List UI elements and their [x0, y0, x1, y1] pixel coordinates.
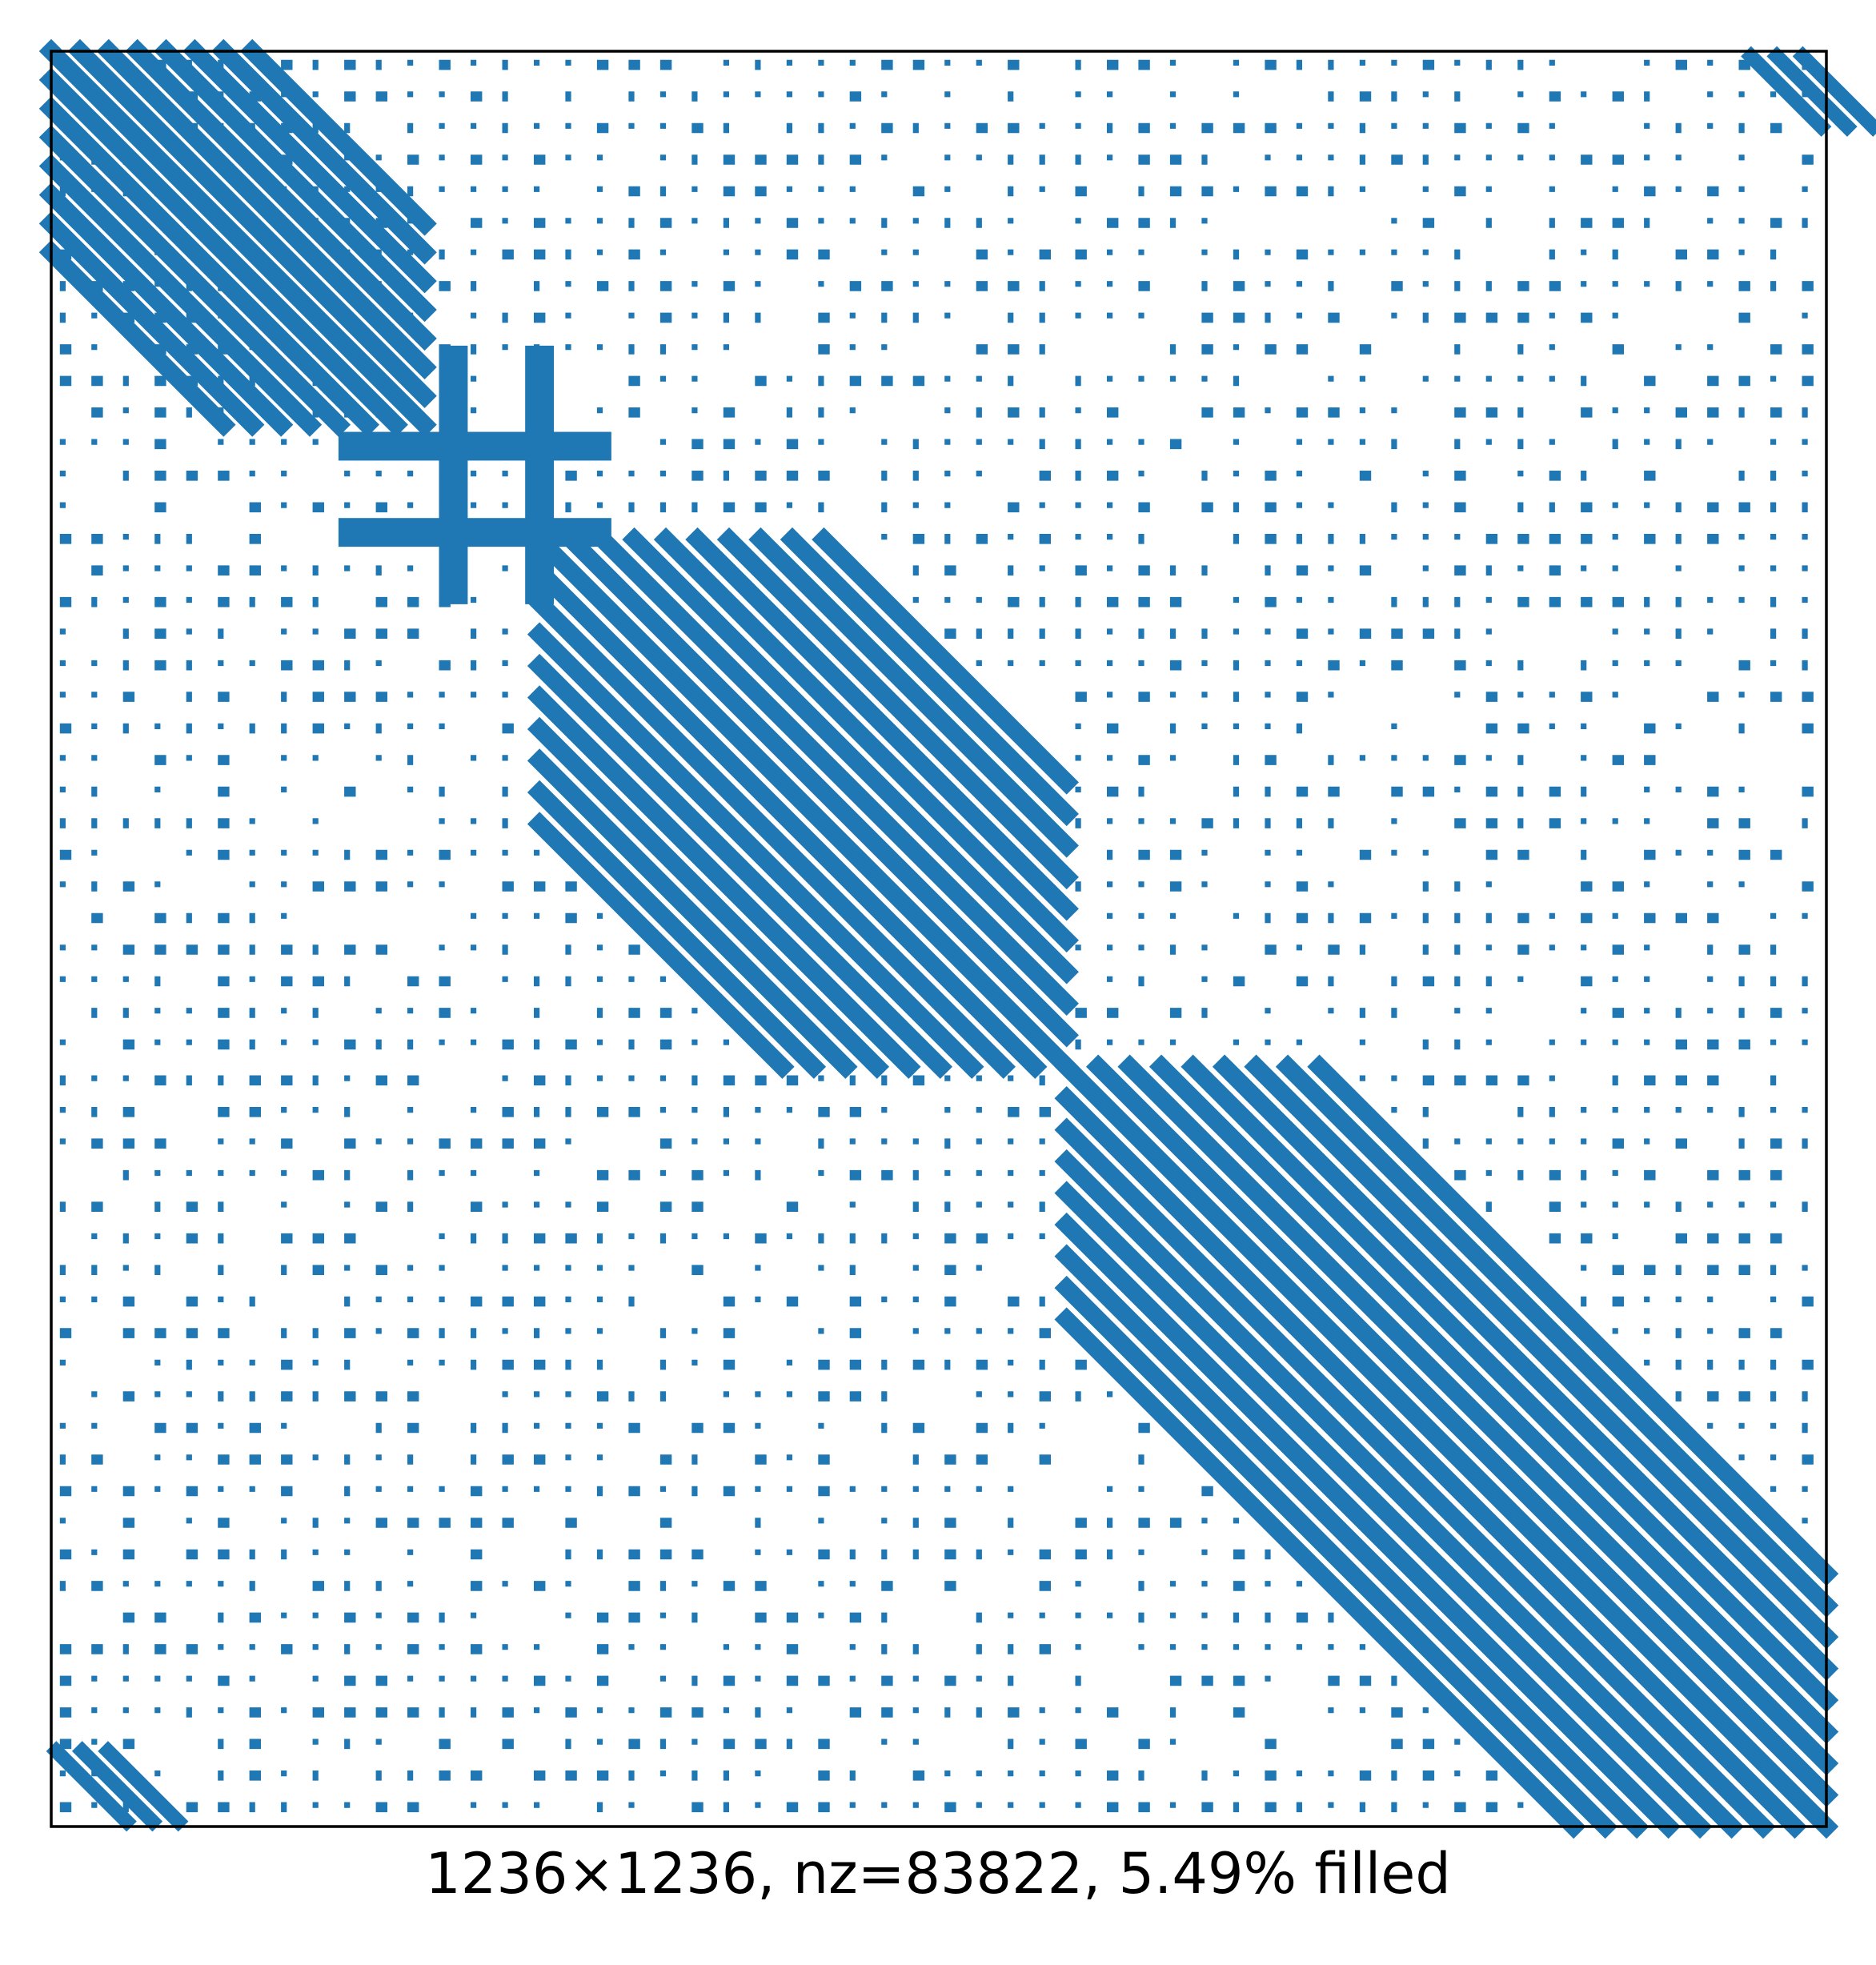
diagonal-band-1-2-lower	[527, 590, 1016, 1079]
diagonal-band-2-8-upper	[1307, 1054, 1839, 1586]
diagonal-band-1-8-lower	[527, 780, 827, 1079]
diagonal-band-1-5-lower	[527, 685, 921, 1079]
diagonal-band-1-7-lower	[527, 748, 858, 1079]
diagonal-band-0-1-upper	[67, 38, 437, 408]
diagonal-band-0-5-upper	[182, 38, 437, 294]
diagonal-band-2-0-upper	[1054, 1054, 1839, 1839]
diagonal-band-0-0-upper	[38, 38, 437, 437]
diagonal-band-2-2-upper	[1117, 1054, 1839, 1776]
dense-block-0	[439, 345, 468, 604]
diagonal-band-1-9-lower	[527, 812, 795, 1079]
diagonal-band-1-4-lower	[527, 653, 953, 1079]
diagonal-band-0-6-upper	[211, 38, 437, 265]
corner-coupling-1-2	[98, 1741, 189, 1832]
corner-coupling-0-0	[1741, 46, 1832, 137]
diagonal-band-0-3-upper	[125, 38, 437, 351]
diagonal-band-2-3-lower	[1054, 1149, 1744, 1839]
diagonal-band-1-8-upper	[780, 527, 1079, 827]
diagonal-band-0-6-lower	[38, 211, 265, 437]
diagonal-band-0-4-lower	[38, 154, 323, 437]
diagonal-band-2-5-upper	[1212, 1054, 1839, 1681]
diagonal-band-1-3-lower	[527, 622, 984, 1079]
diagonal-band-1-3-upper	[622, 527, 1079, 985]
diagonal-band-2-4-lower	[1054, 1181, 1713, 1839]
diagonal-band-0-7-lower	[38, 240, 236, 437]
nonzero-marks	[38, 38, 1876, 1839]
dense-block-2	[338, 431, 611, 461]
corner-coupling-1-1	[71, 1741, 163, 1832]
diagonal-band-2-8-lower	[1054, 1307, 1586, 1839]
diagonal-band-2-6-upper	[1244, 1054, 1839, 1650]
diagonal-band-0-2-lower	[38, 96, 380, 437]
diagonal-band-1-7-upper	[748, 527, 1079, 858]
diagonal-band-1-6-upper	[716, 527, 1079, 890]
diagonal-band-0-3-lower	[38, 125, 351, 437]
diagonal-band-2-6-lower	[1054, 1244, 1650, 1839]
diagonal-band-1-4-upper	[653, 527, 1079, 953]
diagonal-band-1-2-upper	[590, 527, 1079, 1016]
diagonal-band-1-6-lower	[527, 716, 890, 1079]
diagonal-band-0-7-upper	[240, 38, 437, 236]
diagonal-band-2-2-lower	[1054, 1117, 1776, 1839]
matrix-summary-label: 1236×1236, nz=83822, 5.49% filled	[425, 1841, 1451, 1907]
diagonal-band-2-1-upper	[1085, 1054, 1839, 1807]
diagonal-band-2-5-lower	[1054, 1212, 1681, 1839]
diagonal-band-2-4-upper	[1181, 1054, 1839, 1713]
diagonal-band-2-7-upper	[1275, 1054, 1839, 1618]
diagonal-band-1-5-upper	[685, 527, 1079, 921]
corner-coupling-0-1	[1766, 46, 1858, 137]
diagonal-band-1-9-upper	[812, 527, 1079, 795]
corner-coupling-1-0	[46, 1741, 137, 1832]
diagonal-band-2-1-lower	[1054, 1085, 1807, 1839]
diagonal-band-1-0-upper	[527, 527, 1079, 1079]
diagonal-band-2-7-lower	[1054, 1275, 1617, 1839]
diagonal-band-0-1-lower	[38, 67, 408, 437]
corner-coupling-0-2	[1792, 46, 1876, 137]
diagonal-band-0-4-upper	[154, 38, 437, 323]
diagonal-band-1-1-lower	[527, 559, 1048, 1079]
diagonal-band-2-3-upper	[1148, 1054, 1839, 1744]
diagonal-band-0-2-upper	[96, 38, 437, 380]
axes-frame	[50, 50, 1828, 1828]
diagonal-band-0-5-lower	[38, 182, 294, 437]
diagonal-band-1-1-upper	[559, 527, 1079, 1048]
